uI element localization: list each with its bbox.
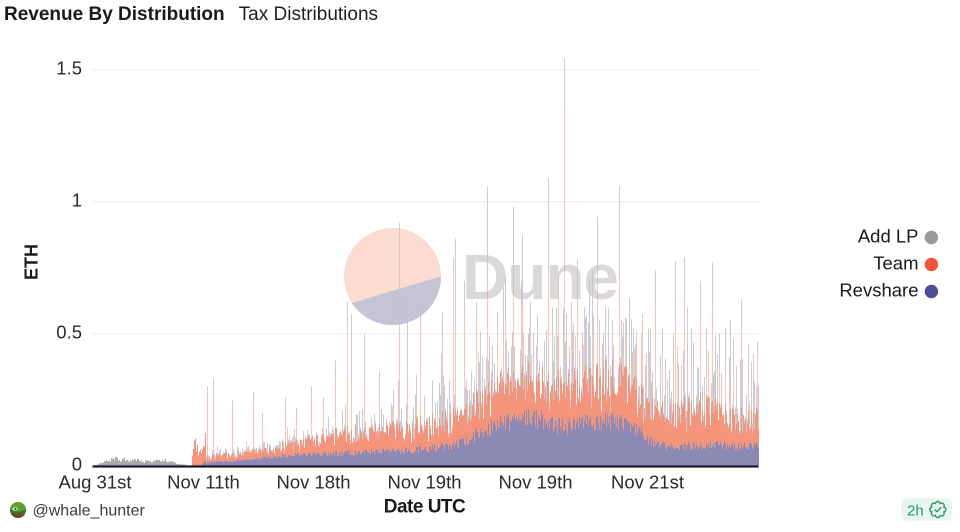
svg-text:Nov 11th: Nov 11th bbox=[167, 472, 240, 493]
svg-text:Nov 19th: Nov 19th bbox=[387, 472, 461, 493]
svg-text:Team: Team bbox=[873, 252, 918, 273]
svg-text:0: 0 bbox=[72, 453, 82, 474]
svg-text:0.5: 0.5 bbox=[56, 321, 82, 342]
svg-text:Aug 31st: Aug 31st bbox=[58, 472, 131, 493]
svg-text:Nov 18th: Nov 18th bbox=[276, 472, 350, 493]
svg-text:@whale_hunter: @whale_hunter bbox=[33, 502, 146, 519]
svg-text:2h: 2h bbox=[907, 502, 924, 519]
svg-text:1: 1 bbox=[72, 189, 82, 210]
svg-text:Nov 19th: Nov 19th bbox=[498, 472, 572, 493]
svg-text:Date UTC: Date UTC bbox=[384, 497, 466, 518]
svg-text:Dune: Dune bbox=[462, 241, 618, 313]
svg-text:ETH: ETH bbox=[22, 244, 42, 280]
svg-text:Add LP: Add LP bbox=[858, 225, 919, 246]
svg-text:Nov 21st: Nov 21st bbox=[611, 472, 684, 493]
svg-text:Revshare: Revshare bbox=[839, 279, 918, 300]
svg-text:1.5: 1.5 bbox=[56, 57, 82, 78]
